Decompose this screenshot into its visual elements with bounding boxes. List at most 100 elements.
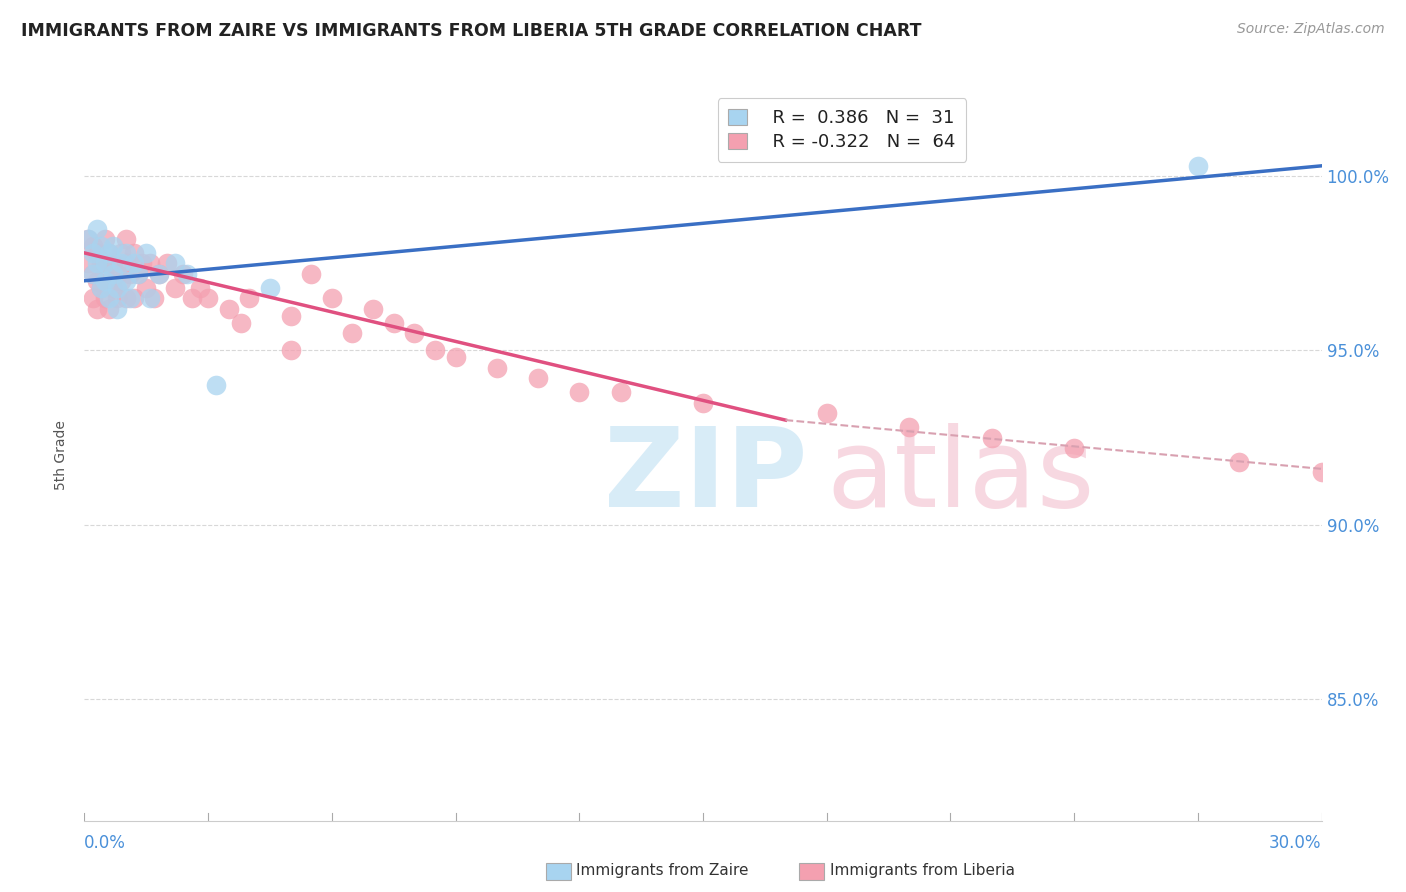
Point [94, 232, 117, 246]
Point [197, 291, 219, 305]
Point [148, 267, 170, 281]
Point [94, 256, 117, 270]
Point [172, 267, 194, 281]
Point [105, 291, 128, 305]
Point [98, 291, 121, 305]
Point [259, 281, 281, 295]
Text: Source: ZipAtlas.com: Source: ZipAtlas.com [1237, 22, 1385, 37]
Point [122, 291, 145, 305]
Point [82, 267, 104, 281]
Point [94, 291, 117, 305]
Point [229, 316, 252, 330]
Point [118, 291, 141, 305]
Point [280, 343, 302, 358]
Point [105, 267, 128, 281]
Point [188, 281, 211, 295]
Point [82, 246, 104, 260]
Point [114, 246, 136, 260]
Point [1063, 441, 1085, 455]
Point [444, 351, 467, 365]
Point [980, 430, 1002, 444]
Point [86, 274, 108, 288]
Point [94, 274, 117, 288]
Point [139, 291, 162, 305]
Point [139, 256, 162, 270]
Point [527, 371, 550, 385]
Point [90, 239, 112, 253]
Point [127, 267, 149, 281]
Point [1310, 466, 1333, 480]
Point [131, 256, 153, 270]
Point [98, 301, 121, 316]
Text: atlas: atlas [827, 424, 1095, 531]
Point [98, 274, 121, 288]
Point [82, 239, 104, 253]
Text: Immigrants from Liberia: Immigrants from Liberia [830, 863, 1015, 878]
Point [342, 326, 364, 340]
Point [118, 267, 141, 281]
Point [114, 291, 136, 305]
Point [423, 343, 446, 358]
Point [143, 291, 166, 305]
Point [105, 281, 128, 295]
Point [280, 309, 302, 323]
Point [321, 291, 343, 305]
Point [114, 256, 136, 270]
Point [105, 301, 128, 316]
Point [205, 378, 228, 392]
Point [180, 291, 202, 305]
Point [135, 246, 157, 260]
Point [77, 232, 100, 246]
Point [114, 232, 136, 246]
Point [238, 291, 260, 305]
Text: ZIP: ZIP [605, 424, 807, 531]
Point [165, 281, 187, 295]
Point [90, 281, 112, 295]
Point [135, 281, 157, 295]
Point [86, 221, 108, 235]
Point [82, 291, 104, 305]
Text: 30.0%: 30.0% [1270, 834, 1322, 852]
Text: IMMIGRANTS FROM ZAIRE VS IMMIGRANTS FROM LIBERIA 5TH GRADE CORRELATION CHART: IMMIGRANTS FROM ZAIRE VS IMMIGRANTS FROM… [21, 22, 921, 40]
Point [82, 267, 104, 281]
Point [122, 246, 145, 260]
Point [485, 360, 508, 375]
Point [110, 274, 132, 288]
Point [898, 420, 921, 434]
Point [156, 256, 179, 270]
Point [299, 267, 322, 281]
Point [404, 326, 426, 340]
Point [98, 246, 121, 260]
Point [90, 256, 112, 270]
Point [103, 256, 125, 270]
Point [90, 281, 112, 295]
Point [165, 256, 187, 270]
Point [86, 256, 108, 270]
Point [1187, 159, 1209, 173]
Point [382, 316, 405, 330]
Point [103, 281, 125, 295]
Point [218, 301, 240, 316]
Legend:   R =  0.386   N =  31,   R = -0.322   N =  64: R = 0.386 N = 31, R = -0.322 N = 64 [717, 98, 966, 161]
Text: Immigrants from Zaire: Immigrants from Zaire [576, 863, 749, 878]
Point [77, 256, 100, 270]
Y-axis label: 5th Grade: 5th Grade [55, 420, 69, 490]
Point [110, 246, 132, 260]
Point [103, 239, 125, 253]
Point [122, 256, 145, 270]
Point [815, 406, 838, 420]
Point [361, 301, 384, 316]
Point [86, 246, 108, 260]
Point [1227, 455, 1250, 469]
Text: 0.0%: 0.0% [84, 834, 127, 852]
Point [176, 267, 198, 281]
Point [77, 232, 100, 246]
Point [114, 274, 136, 288]
Point [127, 267, 149, 281]
Point [110, 256, 132, 270]
Point [609, 385, 631, 400]
Point [98, 246, 121, 260]
Point [94, 256, 117, 270]
Point [568, 385, 591, 400]
Point [86, 301, 108, 316]
